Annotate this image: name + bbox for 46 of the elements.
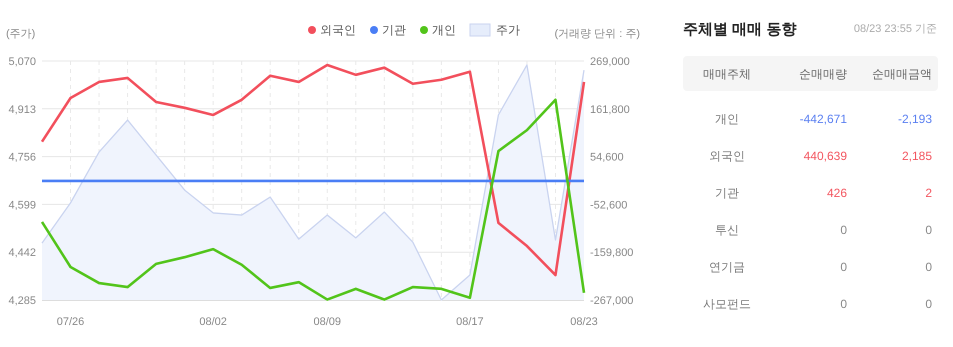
- x-tick-label: 08/23: [570, 316, 598, 328]
- y2-tick-label: 161,800: [590, 104, 630, 116]
- y2-tick-label: 54,600: [590, 152, 624, 164]
- y-axis-title: (주가): [6, 28, 36, 40]
- data-label: 0: [925, 260, 932, 274]
- x-tick-label: 08/17: [456, 316, 484, 328]
- x-tick-label: 08/02: [199, 316, 227, 328]
- y-tick-label: 4,599: [8, 199, 36, 212]
- category-label: 사모펀드: [703, 297, 751, 311]
- category-label: 연기금: [709, 260, 745, 274]
- legend-label: 개인: [432, 23, 456, 37]
- data-label: 2,185: [902, 149, 932, 163]
- y2-tick-label: 269,000: [590, 56, 630, 68]
- text: 주체별 매매 동향: [683, 21, 796, 38]
- data-label: -442,671: [800, 112, 848, 126]
- text: 순매매량: [799, 67, 847, 81]
- y2-axis-title: (거래량 단위 : 주): [554, 28, 640, 40]
- legend-label: 기관: [382, 23, 406, 37]
- y-tick-label: 4,756: [8, 152, 36, 164]
- text: 매매주체: [703, 67, 751, 81]
- text: 08/23 23:55 기준: [854, 23, 937, 35]
- x-tick-label: 08/09: [314, 316, 342, 328]
- y-tick-label: 5,070: [8, 56, 36, 68]
- category-label: 투신: [715, 223, 739, 237]
- legend-label: 주가: [496, 23, 520, 37]
- data-label: 426: [826, 186, 848, 200]
- data-label: 0: [925, 223, 932, 237]
- y-tick-label: 4,285: [8, 295, 36, 307]
- y-tick-label: 4,442: [8, 247, 36, 260]
- data-label: 0: [840, 223, 848, 237]
- category-label: 개인: [715, 112, 739, 126]
- text: 순매매금액: [872, 67, 932, 81]
- y2-tick-label: -52,600: [590, 199, 628, 212]
- category-label: 기관: [715, 186, 739, 200]
- y2-tick-label: -159,800: [590, 247, 634, 260]
- data-label: 440,639: [804, 149, 848, 163]
- category-label: 외국인: [709, 149, 745, 163]
- data-label: 0: [840, 260, 848, 274]
- data-label: 0: [925, 297, 932, 311]
- data-label: -2,193: [898, 112, 932, 126]
- data-label: 0: [840, 297, 848, 311]
- y2-tick-label: -267,000: [590, 295, 634, 307]
- x-tick-label: 07/26: [56, 316, 84, 328]
- legend-label: 외국인: [320, 23, 356, 37]
- data-label: 2: [925, 186, 932, 200]
- y-tick-label: 4,913: [8, 104, 36, 116]
